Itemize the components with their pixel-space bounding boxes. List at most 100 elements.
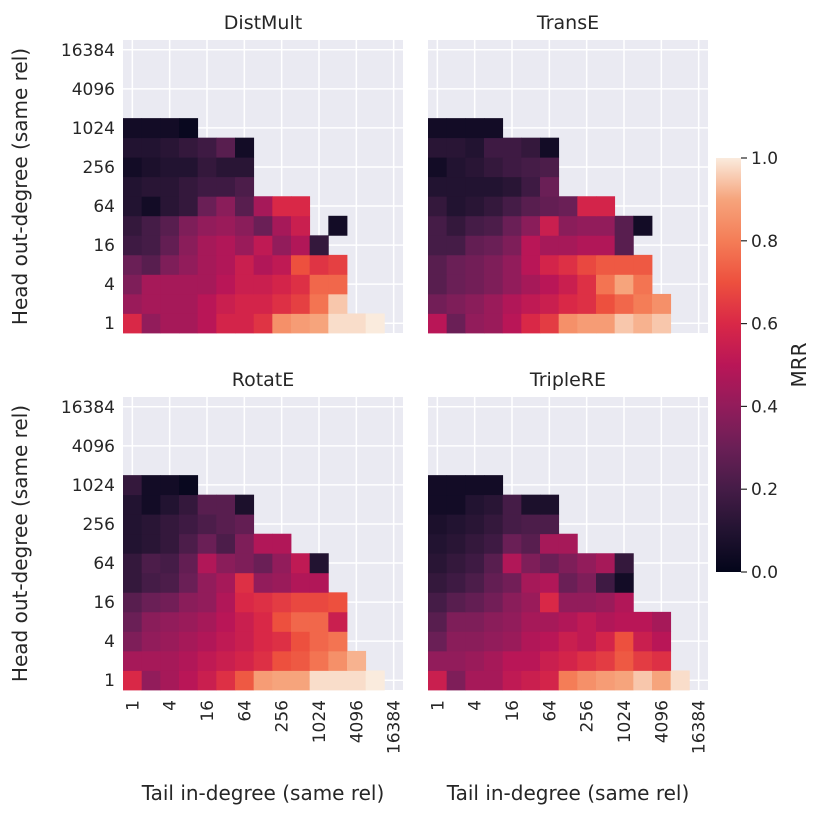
heatmap-cell [235, 533, 255, 554]
heatmap-cell [123, 631, 143, 652]
heatmap-cell [652, 313, 672, 334]
heatmap-cell [291, 650, 311, 671]
heatmap-cell [521, 631, 541, 652]
heatmap-cell [502, 313, 522, 334]
heatmap-cell [235, 274, 255, 295]
heatmap-cell [558, 313, 578, 334]
heatmap-cell [428, 514, 448, 535]
heatmap-cell [521, 533, 541, 554]
heatmap-cell [465, 611, 485, 632]
heatmap-cell [465, 293, 485, 314]
heatmap-cell [272, 611, 292, 632]
heatmap-cell [465, 631, 485, 652]
heatmap-cell [235, 313, 255, 334]
x-tick-label: 1024 [615, 700, 635, 743]
heatmap-cell [596, 235, 616, 256]
heatmap-cell [216, 176, 236, 197]
heatmap-cell [179, 254, 199, 275]
heatmap-cell [160, 631, 180, 652]
heatmap-cell [141, 631, 161, 652]
heatmap-cell [521, 176, 541, 197]
heatmap-cell [652, 631, 672, 652]
heatmap-cell [309, 592, 329, 613]
heatmap-cell [521, 157, 541, 178]
heatmap-cell [465, 235, 485, 256]
heatmap-cell [216, 254, 236, 275]
heatmap-cell [141, 650, 161, 671]
heatmap-cell [540, 572, 560, 593]
heatmap-cell [291, 235, 311, 256]
x-tick-label: 1 [428, 700, 448, 711]
heatmap-cell [216, 274, 236, 295]
heatmap-cell [540, 670, 560, 691]
heatmap-cell [291, 611, 311, 632]
heatmap-cell [328, 631, 348, 652]
heatmap-cell [633, 254, 653, 275]
y-tick-label: 1024 [72, 476, 115, 496]
heatmap-cell [484, 254, 504, 275]
heatmap-cell [521, 514, 541, 535]
heatmap-cell [502, 157, 522, 178]
heatmap-cell [141, 176, 161, 197]
heatmap-cell [179, 157, 199, 178]
heatmap-cell [216, 494, 236, 515]
heatmap-cell [235, 196, 255, 217]
heatmap-cell [160, 274, 180, 295]
heatmap-cell [179, 235, 199, 256]
heatmap-cell [123, 274, 143, 295]
heatmap-cell [235, 176, 255, 197]
heatmap-cell [446, 215, 466, 236]
heatmap-cell [216, 313, 236, 334]
heatmap-cell [596, 572, 616, 593]
heatmap-cell [160, 494, 180, 515]
heatmap-cell [291, 553, 311, 574]
heatmap-cell [309, 254, 329, 275]
heatmap-cell [309, 631, 329, 652]
heatmap-cell [502, 611, 522, 632]
heatmap-cell [160, 553, 180, 574]
heatmap-cell [428, 293, 448, 314]
heatmap-cell [502, 137, 522, 158]
heatmap-cell [596, 650, 616, 671]
heatmap-cell [446, 313, 466, 334]
x-axis-label: Tail in-degree (same rel) [141, 781, 385, 805]
heatmap-cell [540, 235, 560, 256]
heatmap-cell [272, 313, 292, 334]
heatmap-cell [521, 313, 541, 334]
x-tick-label: 64 [235, 700, 255, 722]
heatmap-cell [540, 631, 560, 652]
heatmap-cell [596, 592, 616, 613]
heatmap-cell [160, 475, 180, 496]
heatmap-cell [235, 611, 255, 632]
heatmap-cell [428, 650, 448, 671]
y-tick-label: 4 [104, 275, 115, 295]
heatmap-cell [328, 254, 348, 275]
heatmap-cell [502, 533, 522, 554]
heatmap-cell [577, 572, 597, 593]
heatmap-cell [465, 118, 485, 139]
heatmap-cell [328, 592, 348, 613]
heatmap-cell [465, 176, 485, 197]
heatmap-cell [141, 274, 161, 295]
heatmap-cell [272, 553, 292, 574]
heatmap-cell [465, 592, 485, 613]
heatmap-cell [216, 137, 236, 158]
heatmap-cell [291, 592, 311, 613]
heatmap-cell [446, 293, 466, 314]
heatmap-cell [446, 592, 466, 613]
heatmap-cell [272, 274, 292, 295]
heatmap-cell [291, 670, 311, 691]
heatmap-cell [291, 631, 311, 652]
heatmap-cell [235, 650, 255, 671]
heatmap-cell [123, 118, 143, 139]
heatmap-cell [197, 137, 217, 158]
heatmap-cell [428, 670, 448, 691]
heatmap-cell [197, 631, 217, 652]
heatmap-cell [540, 176, 560, 197]
heatmap-cell [141, 494, 161, 515]
heatmap-cell [197, 274, 217, 295]
heatmap-cell [446, 572, 466, 593]
heatmap-cell [291, 254, 311, 275]
heatmap-cell [309, 313, 329, 334]
